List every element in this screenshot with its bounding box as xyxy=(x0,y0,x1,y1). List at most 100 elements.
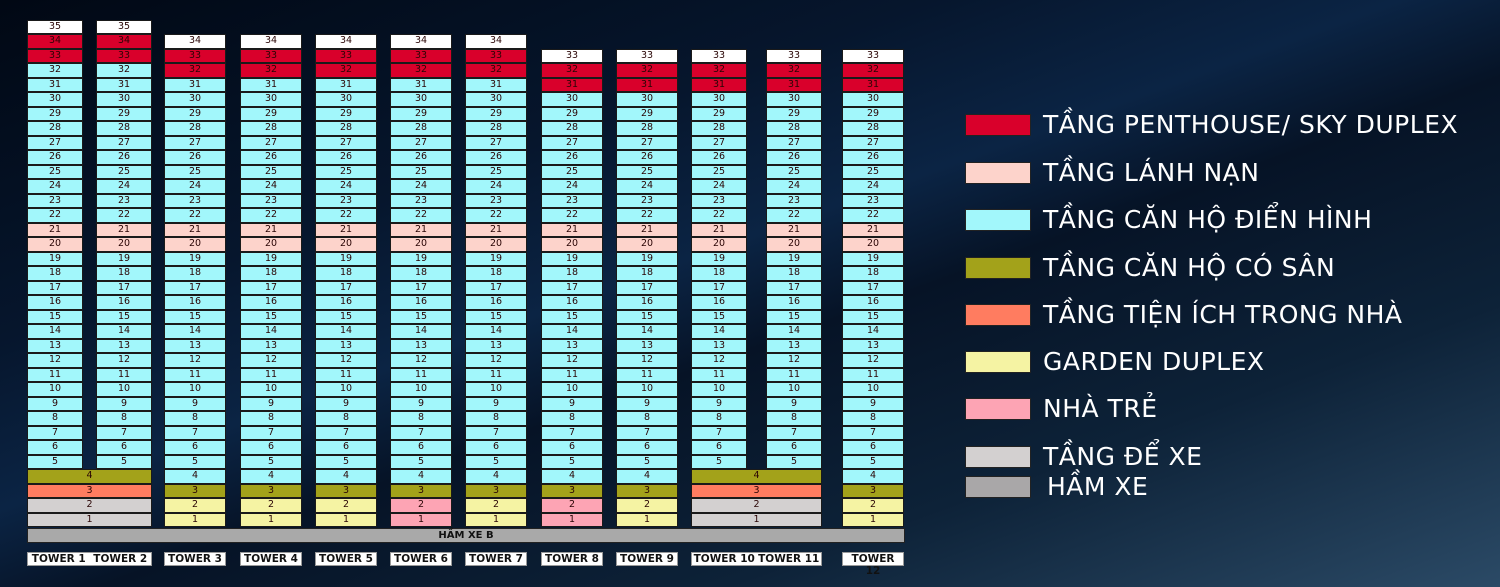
floor-cell-typical: 30 xyxy=(842,92,904,107)
floor-cell-typical: 22 xyxy=(766,208,822,223)
floor-cell-penthouse: 32 xyxy=(842,63,904,78)
floor-cell-typical: 15 xyxy=(616,309,678,324)
floor-cell-penthouse: 31 xyxy=(766,77,822,92)
floor-cell-typical: 5 xyxy=(315,454,377,469)
floor-cell-typical: 15 xyxy=(164,309,226,324)
floor-cell-typical: 22 xyxy=(691,208,747,223)
floor-cell-typical: 7 xyxy=(27,425,83,440)
floor-cell-typical: 9 xyxy=(390,396,452,411)
legend-label: TẦNG ĐỂ XE xyxy=(1043,442,1203,471)
floor-cell-typical: 13 xyxy=(766,338,822,353)
floor-cell-typical: 25 xyxy=(842,164,904,179)
floor-cell-top: 35 xyxy=(27,19,83,34)
floor-cell-typical: 14 xyxy=(766,324,822,339)
floor-cell-typical: 18 xyxy=(465,266,527,281)
floor-cell-typical: 8 xyxy=(691,411,747,426)
floor-cell-typical: 17 xyxy=(616,280,678,295)
floor-cell-typical: 18 xyxy=(616,266,678,281)
floor-cell-typical: 19 xyxy=(616,251,678,266)
floor-cell-garden_apt: 3 xyxy=(616,483,678,498)
legend-swatch xyxy=(965,161,1031,184)
floor-cell-typical: 25 xyxy=(27,164,83,179)
floor-cell-nursery: 1 xyxy=(541,512,603,527)
floor-cell-typical: 18 xyxy=(240,266,302,281)
floor-cell-typical: 6 xyxy=(842,440,904,455)
floor-cell-typical: 23 xyxy=(465,193,527,208)
floor-cell-typical: 6 xyxy=(315,440,377,455)
tower-name: TOWER 12 xyxy=(851,553,895,577)
floor-cell-typical: 9 xyxy=(27,396,83,411)
floor-cell-typical: 17 xyxy=(164,280,226,295)
floor-cell-typical: 5 xyxy=(164,454,226,469)
floor-cell-typical: 15 xyxy=(315,309,377,324)
floor-cell-refuge: 20 xyxy=(691,237,747,252)
floor-cell-penthouse: 32 xyxy=(541,63,603,78)
floor-cell-typical: 10 xyxy=(465,382,527,397)
floor-cell-typical: 14 xyxy=(842,324,904,339)
floor-cell-typical: 10 xyxy=(315,382,377,397)
floor-cell-penthouse: 31 xyxy=(842,77,904,92)
floor-cell-penthouse: 31 xyxy=(691,77,747,92)
floor-cell-typical: 6 xyxy=(465,440,527,455)
floor-cell-typical: 27 xyxy=(315,135,377,150)
floor-cell-refuge: 20 xyxy=(616,237,678,252)
floor-cell-typical: 18 xyxy=(390,266,452,281)
floor-cell-typical: 19 xyxy=(766,251,822,266)
floor-cell-penthouse: 32 xyxy=(616,63,678,78)
floor-cell-typical: 30 xyxy=(691,92,747,107)
floor-cell-typical: 16 xyxy=(616,295,678,310)
floor-cell-typical: 30 xyxy=(390,92,452,107)
floor-cell-typical: 14 xyxy=(315,324,377,339)
floor-cell-typical: 26 xyxy=(315,150,377,165)
floor-cell-typical: 23 xyxy=(691,193,747,208)
floor-cell-typical: 22 xyxy=(27,208,83,223)
tower-name: TOWER 7 xyxy=(469,553,523,565)
floor-cell-typical: 24 xyxy=(164,179,226,194)
floor-cell-typical: 8 xyxy=(842,411,904,426)
legend-swatch xyxy=(965,113,1031,136)
floor-cell-garden_apt: 3 xyxy=(541,483,603,498)
legend-label: HẦM XE xyxy=(1047,472,1149,501)
floor-cell-garden_duplex: 1 xyxy=(465,512,527,527)
floor-cell-penthouse: 32 xyxy=(691,63,747,78)
floor-cell-typical: 30 xyxy=(766,92,822,107)
floor-cell-typical: 25 xyxy=(465,164,527,179)
floor-cell-typical: 17 xyxy=(96,280,152,295)
floor-cell-typical: 8 xyxy=(465,411,527,426)
floor-cell-typical: 6 xyxy=(616,440,678,455)
legend-item-penthouse: TẦNG PENTHOUSE/ SKY DUPLEX xyxy=(965,110,1458,139)
floor-cell-typical: 28 xyxy=(27,121,83,136)
floor-cell-typical: 7 xyxy=(96,425,152,440)
floor-cell-typical: 14 xyxy=(390,324,452,339)
floor-cell-refuge: 21 xyxy=(27,222,83,237)
floor-cell-typical: 4 xyxy=(465,469,527,484)
floor-cell-refuge: 20 xyxy=(164,237,226,252)
floor-cell-typical: 28 xyxy=(691,121,747,136)
floor-cell-typical: 28 xyxy=(164,121,226,136)
floor-cell-refuge: 20 xyxy=(315,237,377,252)
tower-name: TOWER 4 xyxy=(244,553,298,565)
floor-cell-typical: 16 xyxy=(240,295,302,310)
floor-cell-typical: 11 xyxy=(842,367,904,382)
floor-cell-typical: 23 xyxy=(541,193,603,208)
floor-cell-typical: 13 xyxy=(691,338,747,353)
legend-swatch xyxy=(965,445,1031,468)
floor-cell-typical: 25 xyxy=(164,164,226,179)
floor-cell-typical: 10 xyxy=(96,382,152,397)
floor-cell-typical: 15 xyxy=(27,309,83,324)
floor-cell-typical: 5 xyxy=(96,454,152,469)
legend-item-garden_apt: TẦNG CĂN HỘ CÓ SÂN xyxy=(965,253,1335,282)
floor-cell-typical: 12 xyxy=(164,353,226,368)
floor-cell-typical: 25 xyxy=(390,164,452,179)
floor-cell-refuge: 20 xyxy=(96,237,152,252)
floor-cell-typical: 11 xyxy=(96,367,152,382)
floor-cell-typical: 6 xyxy=(240,440,302,455)
legend-item-basement: HẦM XE xyxy=(965,472,1148,501)
floor-cell-typical: 19 xyxy=(691,251,747,266)
floor-cell-typical: 5 xyxy=(465,454,527,469)
floor-cell-typical: 22 xyxy=(390,208,452,223)
floor-cell-typical: 12 xyxy=(27,353,83,368)
floor-cell-typical: 16 xyxy=(164,295,226,310)
floor-cell-typical: 18 xyxy=(541,266,603,281)
floor-cell-typical: 27 xyxy=(766,135,822,150)
